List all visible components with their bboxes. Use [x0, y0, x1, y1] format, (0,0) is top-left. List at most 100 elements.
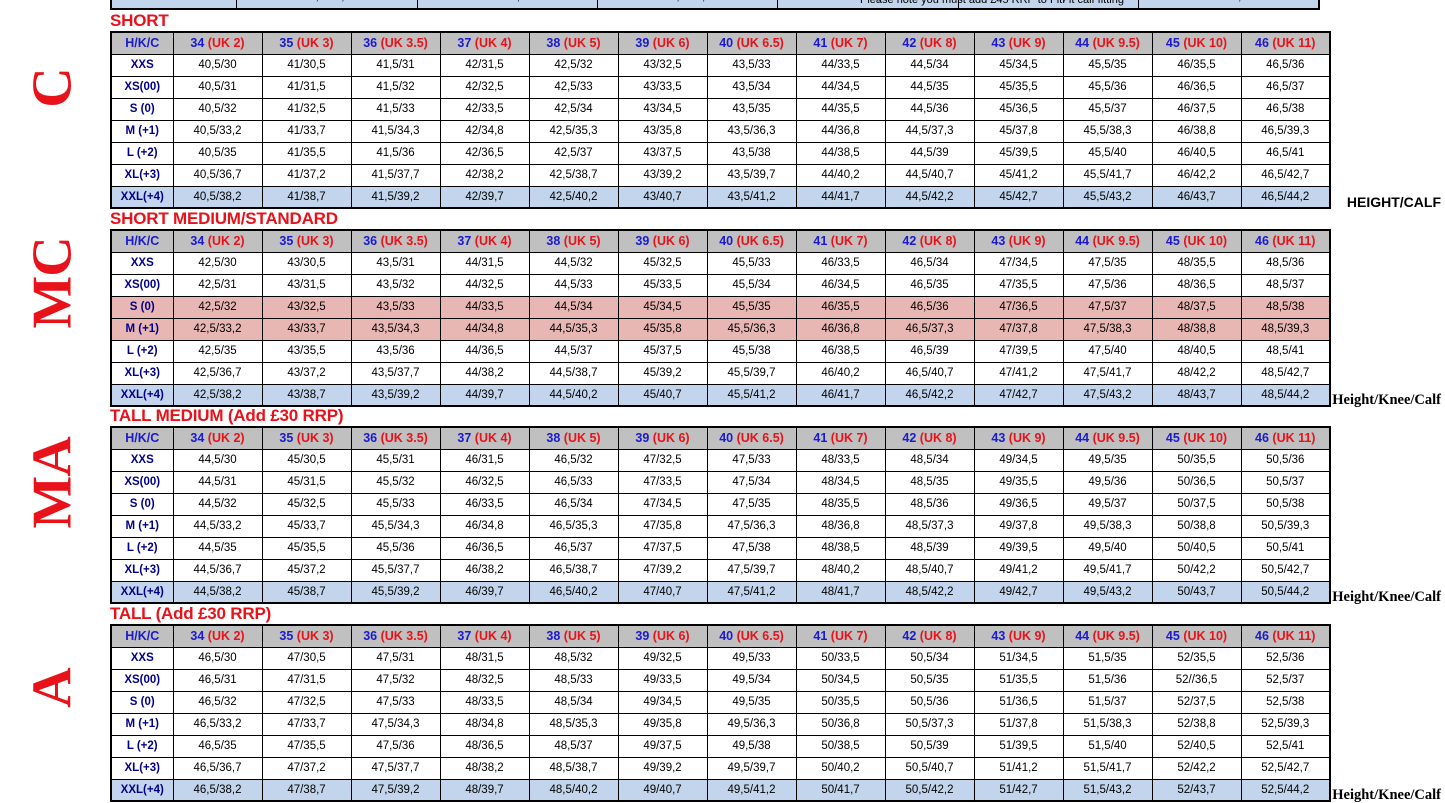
uk-size-label: (UK 9.5) [1092, 234, 1140, 249]
measurement-cell: 50/37,5 [1151, 492, 1242, 516]
column-header-size[interactable]: 43 (UK 9) [973, 31, 1064, 55]
column-header-size[interactable]: 46 (UK 11) [1240, 31, 1331, 55]
eu-size-label: 40 [719, 431, 734, 446]
measurement-cell: 51/41,2 [973, 756, 1064, 780]
measurement-cell: 48/34,5 [795, 470, 886, 494]
measurement-cell: 47/39,5 [973, 339, 1064, 363]
column-header-size[interactable]: 38 (UK 5) [528, 31, 619, 55]
measurement-cell: 44,5/33,2 [172, 514, 263, 538]
column-header-size[interactable]: 43 (UK 9) [973, 229, 1064, 253]
column-header-size[interactable]: 34 (UK 2) [172, 624, 263, 648]
column-header-size[interactable]: 36 (UK 3.5) [350, 426, 441, 450]
column-header-size[interactable]: 35 (UK 3) [261, 229, 352, 253]
measurement-cell: 44/32,5 [439, 273, 530, 297]
column-header-size[interactable]: 34 (UK 2) [172, 229, 263, 253]
measurement-cell: 44,5/38,7 [528, 361, 619, 385]
column-header-size[interactable]: 37 (UK 4) [439, 624, 530, 648]
column-header-size[interactable]: 42 (UK 8) [884, 624, 975, 648]
eu-size-label: 40 [719, 629, 734, 644]
row-label: XXS [110, 646, 174, 670]
column-header-size[interactable]: 43 (UK 9) [973, 624, 1064, 648]
eu-size-label: 42 [902, 629, 917, 644]
column-header-size[interactable]: 43 (UK 9) [973, 426, 1064, 450]
measurement-cell: 45/37,2 [261, 558, 352, 582]
table-row: XL(+3) 46,5/36,7 47/37,2 47,5/37,7 48/38,2 48… [110, 756, 1331, 780]
measurement-cell: 49,5/40 [1062, 536, 1153, 560]
measurement-cell: 43,5/32 [350, 273, 441, 297]
column-header-size[interactable]: 45 (UK 10) [1151, 31, 1242, 55]
column-header-size[interactable]: 46 (UK 11) [1240, 426, 1331, 450]
measurement-cell: 48/40,5 [1151, 339, 1242, 363]
column-header-size[interactable]: 36 (UK 3.5) [350, 624, 441, 648]
column-header-size[interactable]: 45 (UK 10) [1151, 426, 1242, 450]
column-header-size[interactable]: 44 (UK 9.5) [1062, 624, 1153, 648]
column-header-size[interactable]: 37 (UK 4) [439, 229, 530, 253]
column-header-size[interactable]: 41 (UK 7) [795, 426, 886, 450]
measurement-cell: 40,5/38,2 [172, 185, 263, 209]
uk-size-label: (UK 3) [296, 234, 334, 249]
measurement-cell: 43,5/33 [706, 53, 797, 77]
column-header-size[interactable]: 39 (UK 6) [617, 426, 708, 450]
column-header-size[interactable]: 45 (UK 10) [1151, 229, 1242, 253]
measurement-cell: 45,5/37,7 [350, 558, 441, 582]
column-header-size[interactable]: 40 (UK 6.5) [706, 229, 797, 253]
column-header-size[interactable]: 37 (UK 4) [439, 426, 530, 450]
column-header-size[interactable]: 39 (UK 6) [617, 229, 708, 253]
measurement-cell: 48/34,8 [439, 712, 530, 736]
column-header-size[interactable]: 42 (UK 8) [884, 229, 975, 253]
column-header-size[interactable]: 39 (UK 6) [617, 624, 708, 648]
uk-size-label: (UK 7) [830, 234, 868, 249]
column-header-size[interactable]: 34 (UK 2) [172, 31, 263, 55]
column-header-size[interactable]: 46 (UK 11) [1240, 229, 1331, 253]
column-header-size[interactable]: 35 (UK 3) [261, 624, 352, 648]
measurement-cell: 46,5/37,3 [884, 317, 975, 341]
measurement-cell: 41/33,7 [261, 119, 352, 143]
column-header-size[interactable]: 41 (UK 7) [795, 229, 886, 253]
column-header-size[interactable]: 38 (UK 5) [528, 426, 619, 450]
column-header-size[interactable]: 41 (UK 7) [795, 624, 886, 648]
measurement-cell: 43/34,5 [617, 97, 708, 121]
eu-size-label: 38 [546, 234, 561, 249]
measurement-cell: 49,5/33 [706, 646, 797, 670]
column-header-size[interactable]: 44 (UK 9.5) [1062, 229, 1153, 253]
column-header-size[interactable]: 46 (UK 11) [1240, 624, 1331, 648]
column-header-size[interactable]: 35 (UK 3) [261, 31, 352, 55]
column-header-size[interactable]: 39 (UK 6) [617, 31, 708, 55]
column-header-size[interactable]: 44 (UK 9.5) [1062, 426, 1153, 450]
column-header-size[interactable]: 38 (UK 5) [528, 229, 619, 253]
uk-size-label: (UK 4) [474, 234, 512, 249]
measurement-cell: 47,5/36 [350, 734, 441, 758]
measurement-cell: 46,5/37 [1240, 75, 1331, 99]
column-header-size[interactable]: 36 (UK 3.5) [350, 229, 441, 253]
column-header-size[interactable]: 35 (UK 3) [261, 426, 352, 450]
measurement-cell: 47/38,7 [261, 778, 352, 802]
cell: 56,5/56,2 [236, 0, 418, 9]
column-header-size[interactable]: 40 (UK 6.5) [706, 31, 797, 55]
measurement-cell: 45,5/39,7 [706, 361, 797, 385]
column-header-size[interactable]: 37 (UK 4) [439, 31, 530, 55]
measurement-cell: 46,5/40,2 [528, 580, 619, 604]
legend-letter-a: A [21, 668, 84, 708]
eu-size-label: 39 [635, 36, 650, 51]
measurement-cell: 51/39,5 [973, 734, 1064, 758]
column-header-size[interactable]: 34 (UK 2) [172, 426, 263, 450]
column-header-size[interactable]: 41 (UK 7) [795, 31, 886, 55]
measurement-cell: 46/35,5 [795, 295, 886, 319]
measurement-cell: 49,5/34 [706, 668, 797, 692]
column-header-size[interactable]: 45 (UK 10) [1151, 624, 1242, 648]
section-short-medium: SHORT MEDIUM/STANDARD H/K/C 34 (UK 2) 35 (U… [110, 210, 1331, 407]
measurement-cell: 49/37,8 [973, 514, 1064, 538]
table-caption-tall: Height/Knee/Calf [1332, 787, 1441, 803]
column-header-size[interactable]: 44 (UK 9.5) [1062, 31, 1153, 55]
column-header-size[interactable]: 38 (UK 5) [528, 624, 619, 648]
measurement-cell: 46/33,5 [795, 251, 886, 275]
uk-size-label: (UK 3.5) [380, 431, 428, 446]
measurement-cell: 50,5/35 [884, 668, 975, 692]
measurement-cell: 48,5/35,3 [528, 712, 619, 736]
column-header-size[interactable]: 40 (UK 6.5) [706, 624, 797, 648]
measurement-cell: 45/37,8 [973, 119, 1064, 143]
column-header-size[interactable]: 42 (UK 8) [884, 426, 975, 450]
column-header-size[interactable]: 40 (UK 6.5) [706, 426, 797, 450]
column-header-size[interactable]: 42 (UK 8) [884, 31, 975, 55]
column-header-size[interactable]: 36 (UK 3.5) [350, 31, 441, 55]
